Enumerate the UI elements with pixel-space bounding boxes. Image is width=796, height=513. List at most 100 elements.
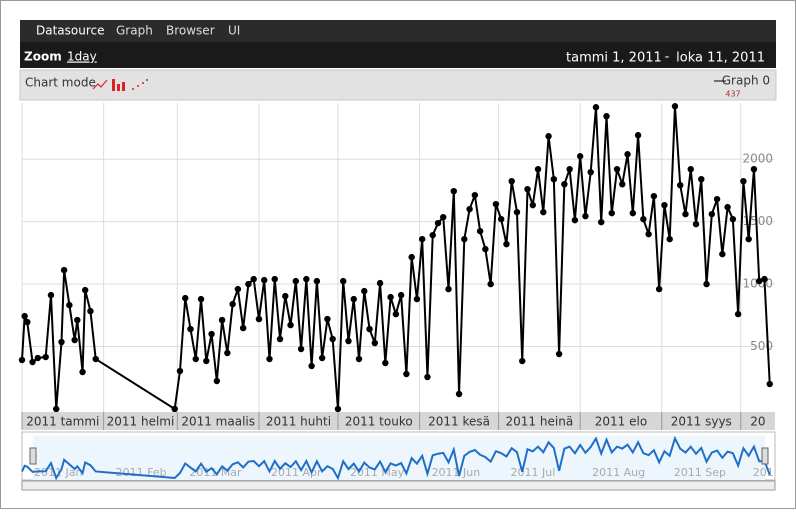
- data-point: [629, 209, 637, 217]
- data-point: [592, 104, 600, 111]
- line-mode-icon[interactable]: [92, 79, 108, 90]
- data-point: [424, 373, 431, 381]
- data-point: [677, 181, 684, 189]
- plot-area: [22, 103, 775, 412]
- overview-handle[interactable]: [29, 447, 37, 465]
- data-point: [29, 358, 36, 366]
- data-point: [461, 235, 468, 243]
- data-point: [429, 231, 436, 239]
- data-point: [671, 103, 679, 110]
- data-point: [297, 345, 305, 353]
- zoom-preset[interactable]: 1day: [67, 50, 97, 64]
- data-point: [24, 318, 31, 326]
- data-point: [645, 230, 652, 238]
- data-point: [276, 335, 284, 343]
- data-point: [47, 291, 55, 299]
- data-point: [340, 277, 347, 285]
- zoom-label: Zoom: [24, 50, 62, 64]
- data-point: [403, 370, 410, 378]
- overview-line: [21, 435, 771, 481]
- data-point: [634, 132, 642, 139]
- x-tick-label: 2011 touko: [345, 415, 413, 429]
- data-point: [203, 357, 210, 365]
- data-point: [724, 203, 731, 211]
- data-point: [287, 321, 294, 329]
- data-point: [756, 277, 763, 285]
- data-point: [434, 219, 442, 227]
- data-point: [624, 151, 631, 158]
- data-point: [382, 359, 389, 367]
- data-point: [387, 293, 394, 301]
- data-point: [255, 315, 263, 323]
- data-point: [550, 175, 558, 183]
- overview-chart: 2011 Jan 2011 Feb 2011 Mar 2011 Apr 2011 May…: [21, 435, 774, 481]
- data-point: [282, 292, 289, 300]
- month-labels: 2011 tammi 2011 helmi 2011 maalis 2011 huht…: [21, 412, 766, 430]
- data-point: [318, 354, 326, 362]
- nav-item[interactable]: Graph: [116, 24, 153, 38]
- toolbar: [19, 69, 777, 101]
- data-point: [53, 405, 60, 413]
- data-point: [60, 266, 68, 274]
- overview-window[interactable]: [33, 436, 765, 480]
- data-point: [582, 212, 589, 220]
- data-point: [218, 316, 226, 324]
- range-start[interactable]: tammi 1, 2011: [566, 51, 662, 66]
- range-separator: -: [665, 50, 670, 65]
- data-point: [292, 277, 300, 285]
- y-tick-label: 2000: [742, 152, 773, 166]
- data-point: [513, 208, 521, 216]
- data-point: [345, 337, 352, 345]
- data-point: [566, 165, 573, 173]
- overview-tick-label: 2011 Sep: [674, 466, 726, 479]
- data-point: [761, 275, 768, 283]
- data-point: [92, 355, 99, 363]
- scrollbar[interactable]: [21, 480, 776, 491]
- data-point: [476, 227, 484, 235]
- data-point: [640, 215, 647, 223]
- nav-item[interactable]: Datasource: [36, 24, 105, 38]
- overview-handle[interactable]: [761, 447, 769, 465]
- data-point: [766, 380, 773, 388]
- data-point: [687, 165, 694, 173]
- data-point: [18, 356, 26, 364]
- data-point: [666, 235, 673, 243]
- nav-item[interactable]: UI: [228, 24, 240, 38]
- data-point: [576, 153, 584, 160]
- data-point: [42, 353, 49, 361]
- data-point: [182, 294, 189, 302]
- data-point: [266, 355, 273, 363]
- legend-value: 437: [725, 90, 740, 99]
- nav-item[interactable]: Browser: [166, 24, 215, 38]
- data-point: [245, 280, 252, 288]
- data-point: [545, 133, 552, 140]
- data-point: [261, 276, 268, 284]
- data-point: [534, 165, 542, 173]
- data-point: [650, 192, 658, 200]
- overview-tick-label: 2011 Jun: [432, 466, 481, 479]
- data-point: [740, 177, 747, 185]
- data-point: [519, 357, 526, 365]
- data-point: [224, 349, 231, 357]
- bar-mode-icon[interactable]: [112, 79, 125, 91]
- data-point: [361, 287, 368, 295]
- scatter-mode-icon[interactable]: [132, 79, 148, 90]
- data-point: [397, 291, 405, 299]
- data-point: [71, 336, 78, 344]
- data-point: [234, 285, 242, 293]
- data-point: [713, 195, 721, 203]
- data-point: [729, 215, 737, 223]
- data-point: [497, 215, 505, 223]
- data-point: [87, 307, 94, 315]
- data-point: [692, 220, 700, 228]
- data-point: [450, 187, 457, 195]
- data-point: [613, 165, 621, 173]
- x-tick-label: 20: [750, 415, 765, 429]
- data-point: [392, 310, 400, 318]
- range-end[interactable]: loka 11, 2011: [676, 51, 765, 66]
- data-point: [308, 362, 315, 370]
- data-point: [561, 180, 568, 188]
- legend-entry[interactable]: Graph 0: [722, 74, 770, 88]
- data-point: [482, 245, 489, 253]
